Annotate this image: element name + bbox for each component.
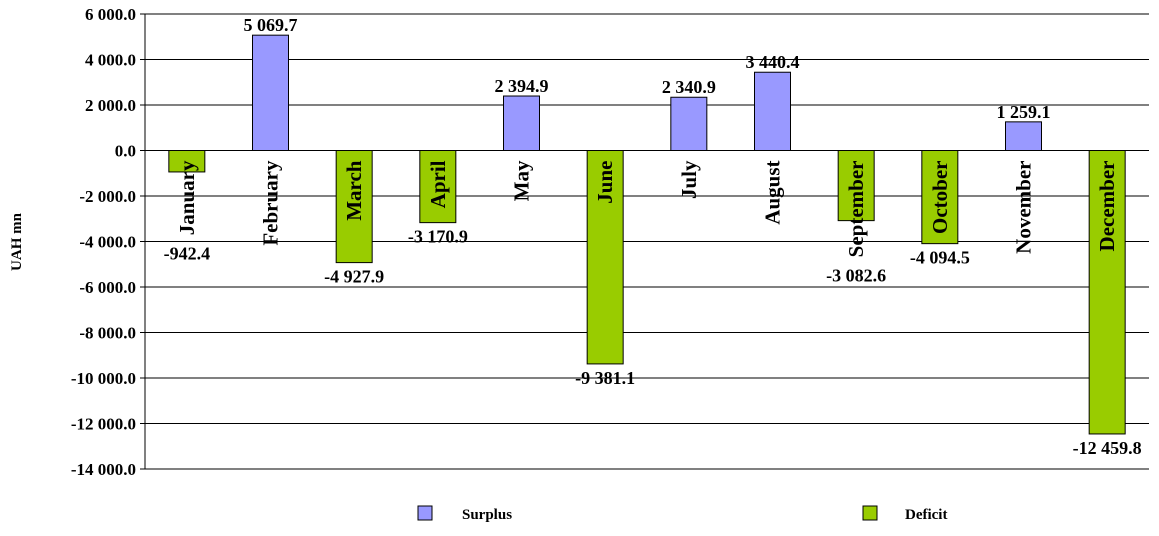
y-tick-label: 0.0 [115, 142, 136, 161]
y-axis-ticks: 6 000.0 4 000.0 2 000.0 0.0 -2 000.0 -4 000.0… [71, 5, 136, 479]
bar-december [1088, 150, 1126, 435]
y-tick-label: -4 000.0 [79, 233, 136, 252]
data-label: 3 440.4 [746, 52, 800, 72]
data-label: 5 069.7 [244, 15, 298, 35]
category-label: February [259, 160, 283, 246]
category-label: July [677, 160, 701, 199]
y-tick-label: 6 000.0 [85, 5, 136, 24]
data-label: -3 170.9 [408, 227, 468, 247]
category-label: June [593, 161, 617, 204]
legend-label-surplus: Surplus [462, 507, 512, 523]
y-tick-label: -6 000.0 [79, 278, 136, 297]
y-tick-label: 2 000.0 [85, 96, 136, 115]
data-label: 2 340.9 [662, 77, 716, 97]
data-label: -12 459.8 [1073, 438, 1142, 458]
category-labels: January February March April May June July Augu… [175, 160, 1119, 257]
data-label: -3 082.6 [826, 266, 886, 286]
data-label: 2 394.9 [495, 76, 549, 96]
bar-september [837, 150, 875, 222]
data-label: 1 259.1 [997, 102, 1051, 122]
data-labels: -942.4 5 069.7 -4 927.9 -3 170.9 2 394.9 -9 3… [164, 15, 1142, 458]
bar-november [1005, 121, 1042, 152]
data-label: -4 927.9 [324, 267, 384, 287]
y-tick-label: -8 000.0 [79, 324, 136, 343]
y-tick-label: -2 000.0 [79, 187, 136, 206]
bar-july [670, 96, 708, 151]
legend: Surplus Deficit [417, 505, 947, 523]
bar-april [419, 150, 457, 224]
category-label: December [1095, 161, 1119, 252]
category-label: March [342, 160, 366, 221]
data-label: -4 094.5 [910, 248, 970, 268]
y-tick-label: -14 000.0 [71, 460, 136, 479]
category-label: May [510, 160, 534, 201]
bar-may [503, 95, 540, 151]
category-label: January [175, 160, 199, 235]
legend-swatch-deficit [862, 505, 878, 521]
y-axis-title: UAH mn [9, 212, 25, 271]
legend-label-deficit: Deficit [905, 507, 947, 523]
category-label: September [844, 161, 868, 258]
bar-october [921, 150, 959, 245]
legend-swatch-surplus [417, 505, 433, 521]
bars [168, 34, 1126, 435]
y-tick-label: -12 000.0 [71, 415, 136, 434]
bar-june [586, 150, 624, 365]
gridlines [140, 13, 1149, 470]
bar-january [168, 150, 206, 173]
bar-march [335, 150, 373, 264]
category-label: November [1012, 161, 1036, 254]
category-label: October [928, 161, 952, 234]
category-label: April [426, 160, 450, 208]
data-label: -9 381.1 [575, 368, 635, 388]
category-label: August [761, 161, 785, 225]
bar-august [754, 71, 791, 151]
y-tick-label: -10 000.0 [71, 369, 136, 388]
data-label: -942.4 [164, 244, 211, 264]
y-tick-label: 4 000.0 [85, 51, 136, 70]
bar-february [252, 34, 289, 152]
